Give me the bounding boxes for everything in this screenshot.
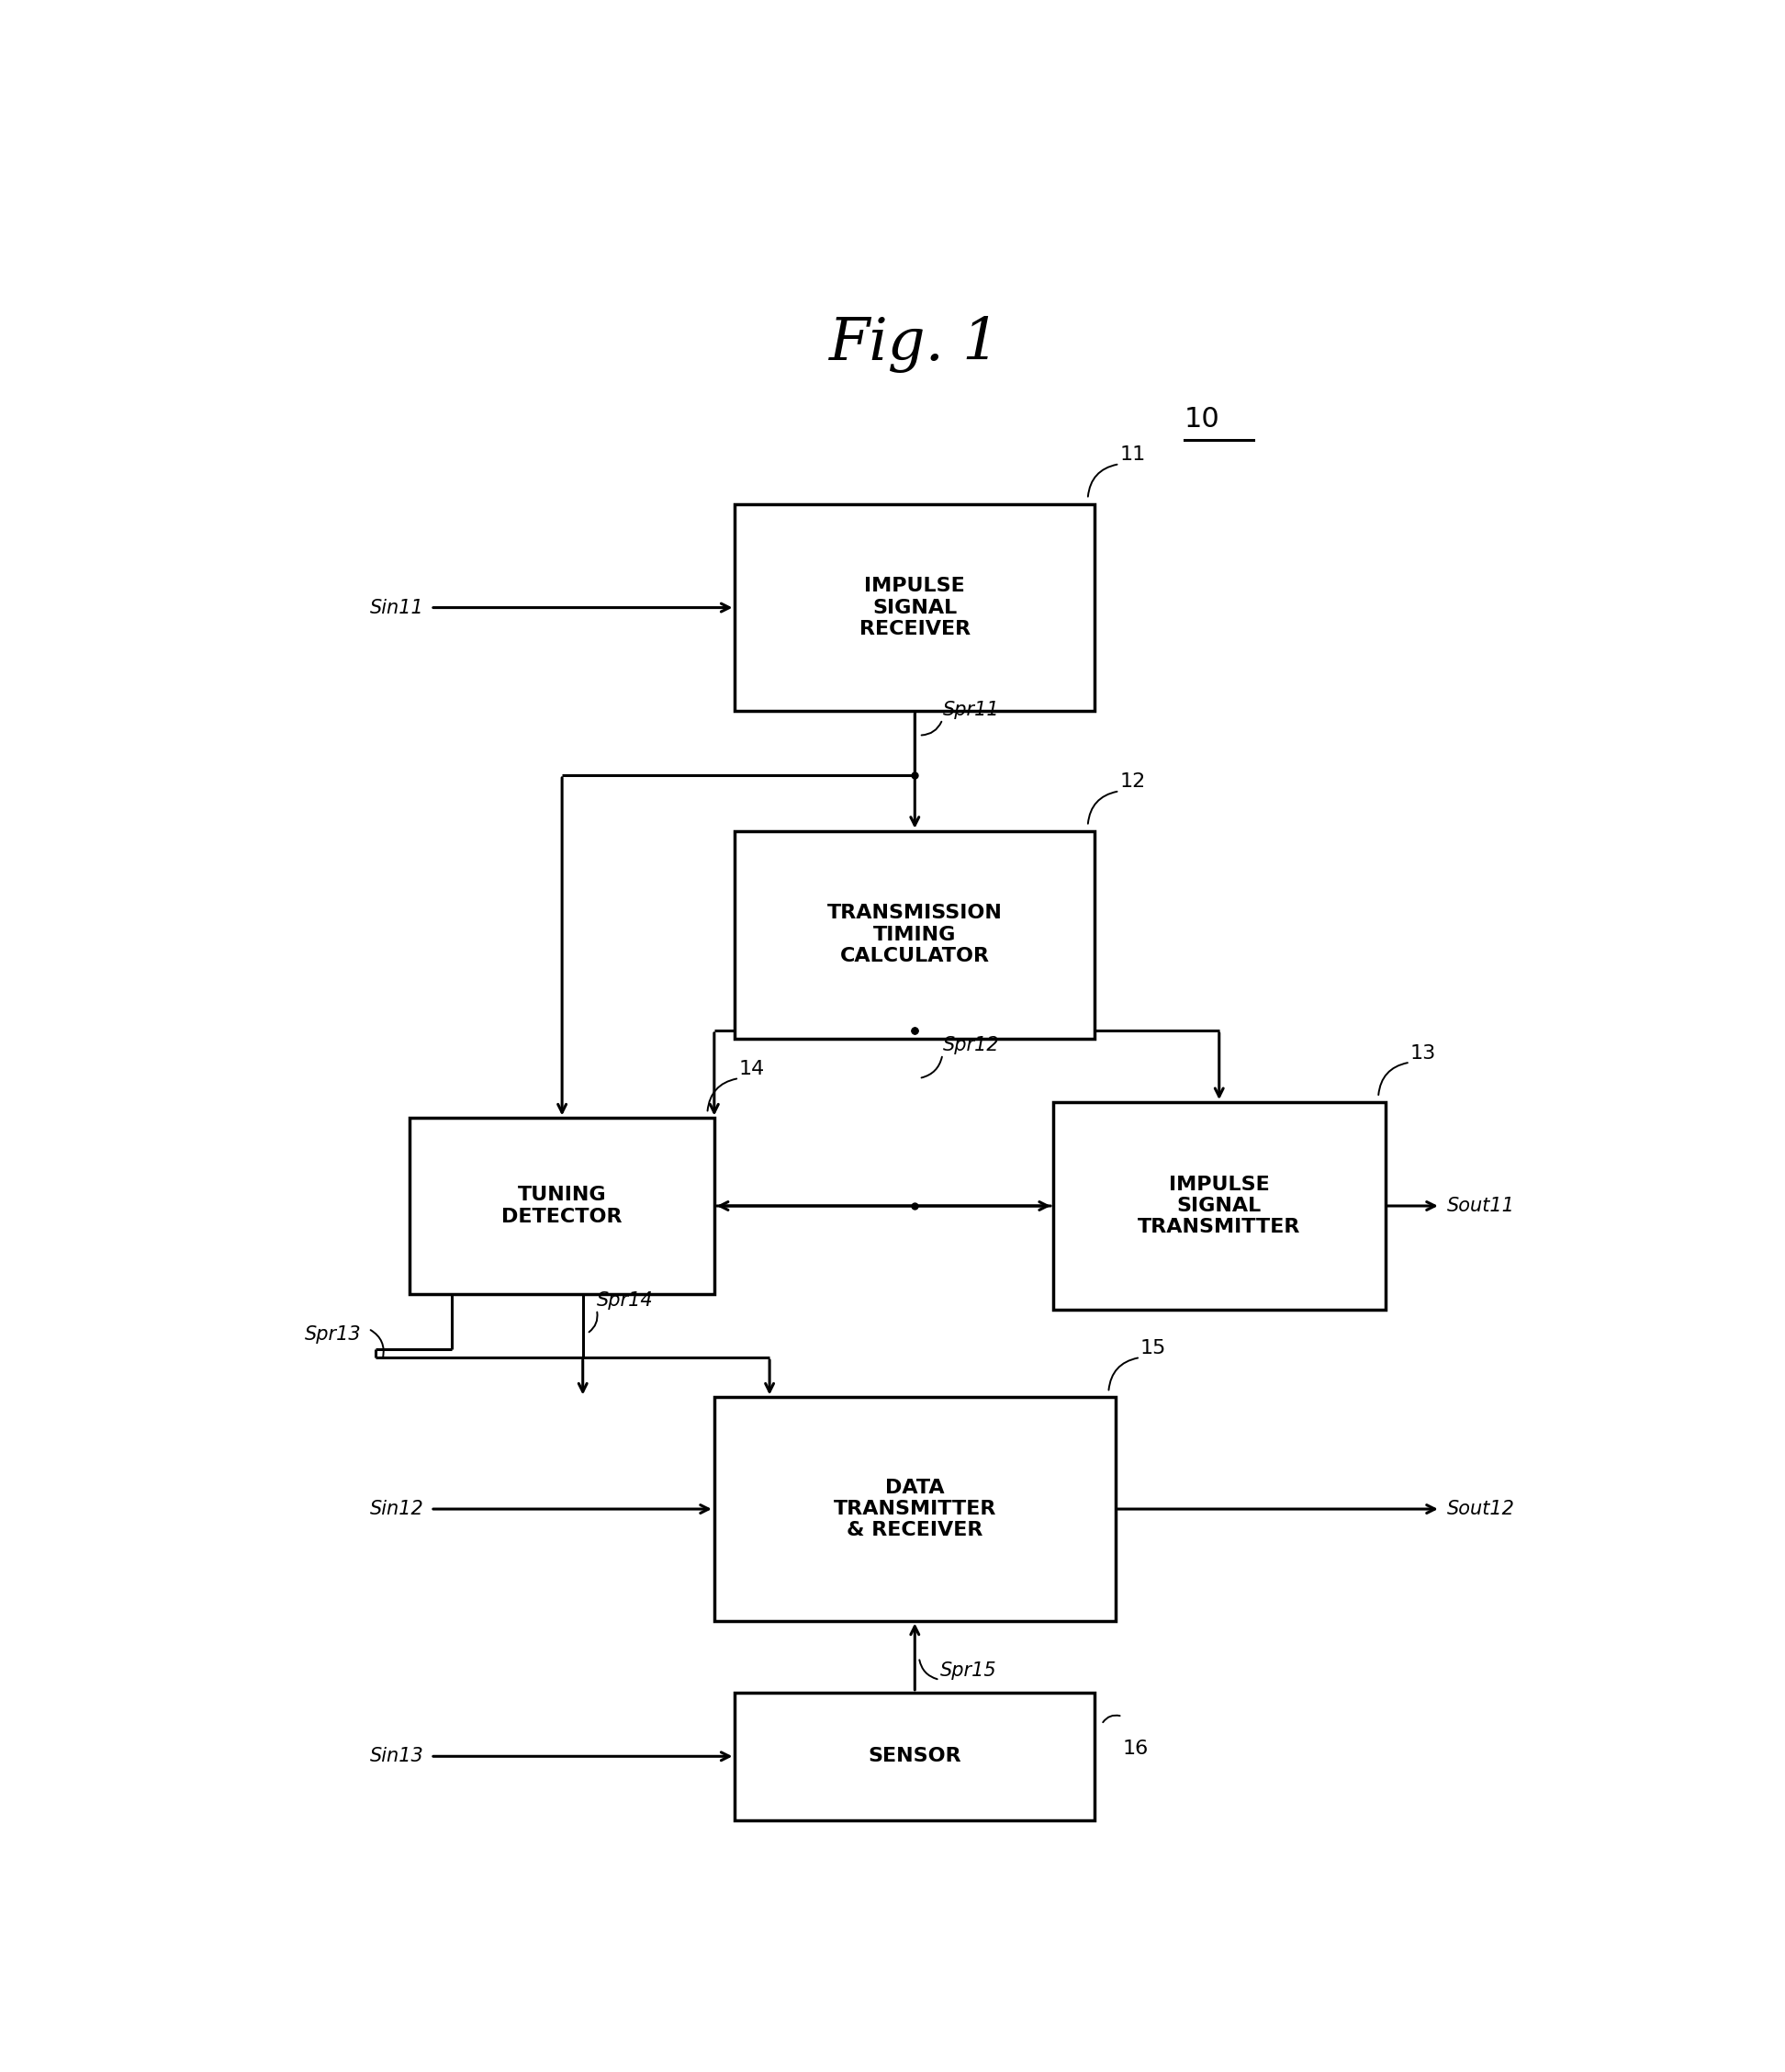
Text: 14: 14: [739, 1061, 766, 1077]
Text: Sin13: Sin13: [369, 1747, 423, 1765]
Bar: [714, 1397, 1116, 1620]
Text: Sout12: Sout12: [1448, 1500, 1515, 1519]
Text: Spr12: Spr12: [942, 1036, 1000, 1055]
Text: 10: 10: [1185, 406, 1221, 433]
Text: Fig. 1: Fig. 1: [828, 315, 1001, 373]
Bar: [411, 1119, 714, 1293]
Text: IMPULSE
SIGNAL
RECEIVER: IMPULSE SIGNAL RECEIVER: [859, 578, 971, 638]
Text: IMPULSE
SIGNAL
TRANSMITTER: IMPULSE SIGNAL TRANSMITTER: [1137, 1175, 1301, 1237]
Bar: [735, 831, 1094, 1038]
Text: Spr11: Spr11: [942, 700, 1000, 719]
Bar: [735, 503, 1094, 711]
Text: Spr15: Spr15: [939, 1662, 996, 1680]
Bar: [735, 1693, 1094, 1819]
Text: DATA
TRANSMITTER
& RECEIVER: DATA TRANSMITTER & RECEIVER: [834, 1479, 996, 1539]
Text: 11: 11: [1119, 445, 1146, 464]
Text: 12: 12: [1119, 773, 1146, 792]
Text: Sout11: Sout11: [1448, 1198, 1515, 1214]
Text: SENSOR: SENSOR: [868, 1747, 962, 1765]
Text: Sin11: Sin11: [369, 599, 423, 617]
Text: 15: 15: [1141, 1339, 1166, 1357]
Text: 13: 13: [1410, 1044, 1435, 1063]
Text: Spr13: Spr13: [305, 1326, 361, 1345]
Text: 16: 16: [1123, 1738, 1148, 1757]
Text: TUNING
DETECTOR: TUNING DETECTOR: [502, 1185, 623, 1227]
Text: TRANSMISSION
TIMING
CALCULATOR: TRANSMISSION TIMING CALCULATOR: [826, 903, 1003, 966]
Text: Sin12: Sin12: [369, 1500, 423, 1519]
Bar: [1053, 1102, 1385, 1310]
Text: Spr14: Spr14: [596, 1291, 653, 1310]
